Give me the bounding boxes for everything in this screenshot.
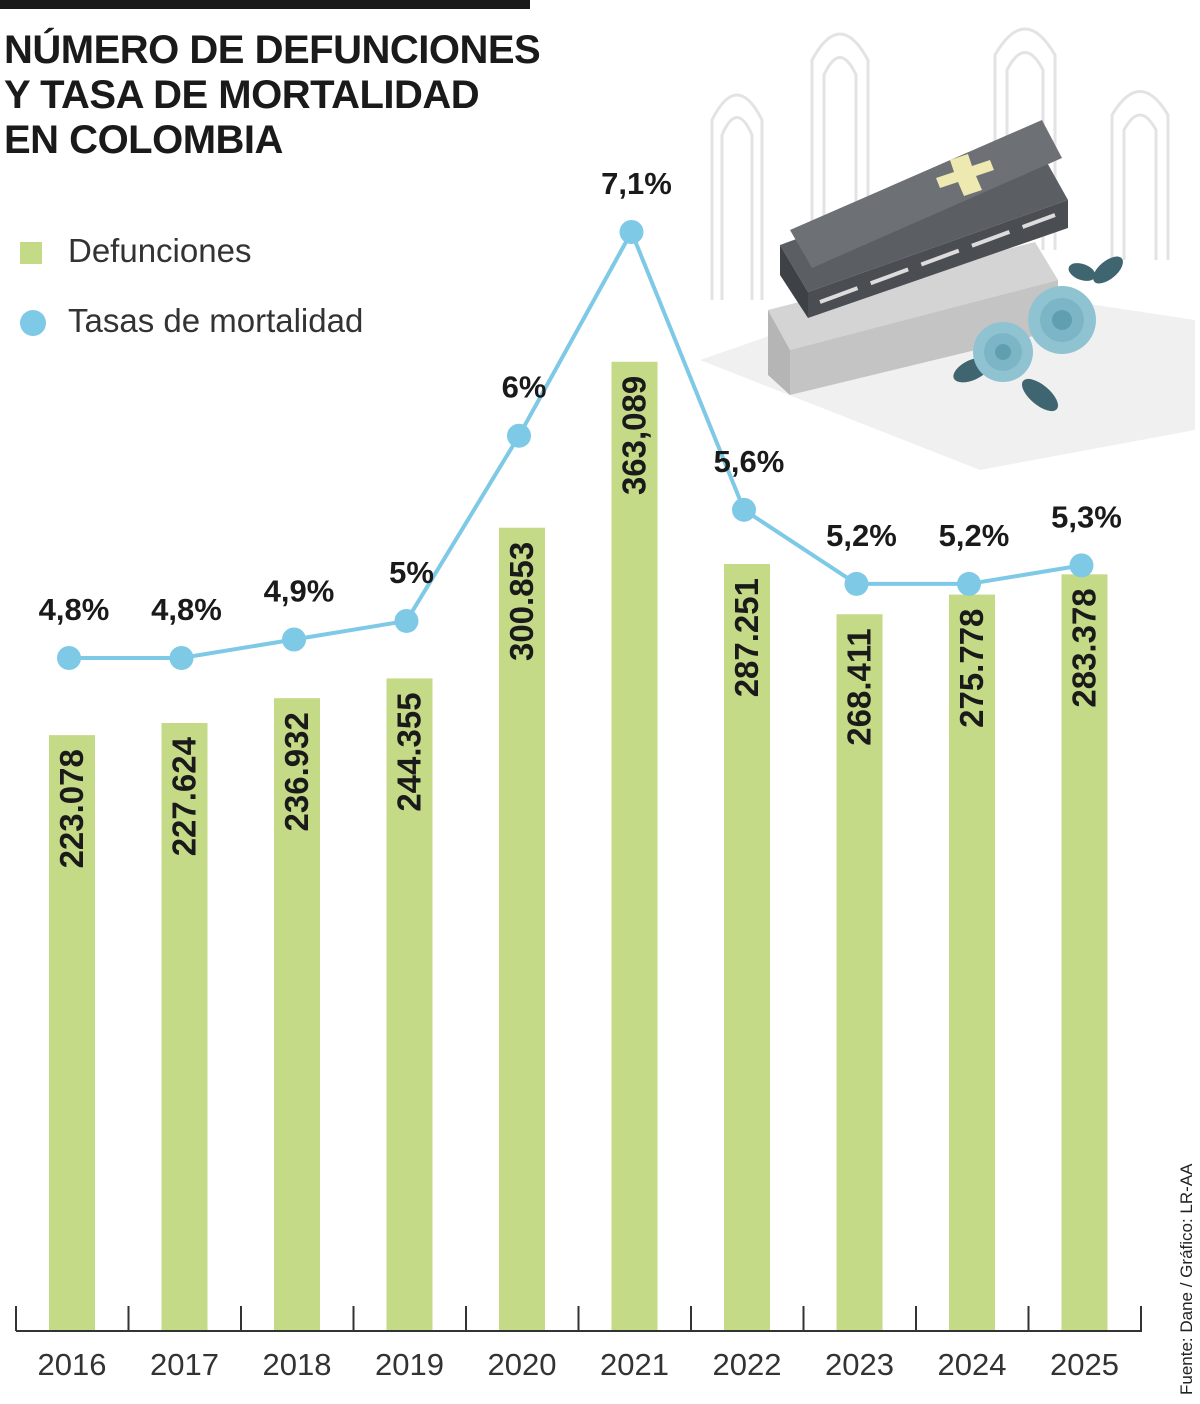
rate-label-2024: 5,2% [939, 518, 1010, 553]
rate-label-2025: 5,3% [1051, 499, 1122, 534]
bar-value-label-2022: 287.251 [728, 578, 765, 697]
bar-2019 [386, 678, 433, 1330]
rate-point-2018 [282, 627, 306, 652]
x-tick-label-2017: 2017 [150, 1347, 219, 1382]
gothic-windows [710, 27, 1170, 300]
rate-label-2020: 6% [502, 370, 547, 405]
rate-point-2017 [169, 646, 194, 670]
x-tick-label-2019: 2019 [375, 1347, 444, 1382]
bar-2025 [1061, 574, 1108, 1330]
top-rule [0, 0, 530, 9]
x-tick-label-2018: 2018 [263, 1347, 332, 1382]
rate-point-2025 [1069, 553, 1094, 578]
bar-2020 [499, 527, 545, 1330]
bar-value-label-2016: 223.078 [53, 749, 90, 868]
bar-2021 [611, 361, 658, 1330]
legend-label-tasas: Tasas de mortalidad [68, 302, 364, 339]
coffin [768, 120, 1068, 395]
rate-label-2016: 4,8% [39, 592, 110, 627]
coffin-with-roses-illustration [700, 27, 1195, 470]
bar-2017 [161, 723, 208, 1330]
rate-point-2022 [732, 497, 756, 522]
rate-point-2024 [957, 571, 981, 596]
source-note: Fuente: Dane / Gráfico: LR-AA [1177, 1163, 1196, 1396]
bar-2022 [724, 563, 770, 1330]
rate-label-2019: 5% [389, 555, 434, 590]
x-tick-label-2020: 2020 [488, 1347, 557, 1382]
x-tick-label-2025: 2025 [1050, 1347, 1119, 1382]
mortality-rate-line [69, 227, 1082, 660]
title-line-3: EN COLOMBIA [4, 118, 283, 162]
rate-point-2019 [394, 608, 419, 633]
bar-value-label-2017: 227.624 [166, 736, 203, 856]
legend-swatch-bar [20, 242, 42, 264]
rate-label-2018: 4,9% [264, 573, 335, 608]
legend-swatch-line [20, 310, 46, 336]
legend-label-defunciones: Defunciones [68, 232, 252, 269]
bar-value-label-2025: 283.378 [1066, 588, 1103, 707]
rate-label-2022: 5,6% [714, 444, 785, 479]
bar-2023 [836, 614, 883, 1330]
cross-icon [936, 154, 994, 196]
bar-value-label-2019: 244.355 [391, 692, 428, 811]
title-line-1: NÚMERO DE DEFUNCIONES [4, 28, 541, 72]
bar-2016 [49, 735, 95, 1330]
x-tick-label-2023: 2023 [825, 1347, 894, 1382]
blue-roses [953, 256, 1123, 412]
chart-title: NÚMERO DE DEFUNCIONES Y TASA DE MORTALID… [4, 28, 564, 163]
bar-value-label-2023: 268.411 [841, 628, 878, 745]
bar-2024 [949, 594, 995, 1330]
rate-point-2023 [844, 571, 869, 596]
rate-point-2021 [619, 220, 644, 244]
bar-value-label-2021: 363,089 [616, 376, 653, 495]
rate-point-2020 [507, 423, 531, 448]
bar-value-label-2018: 236.932 [278, 712, 315, 831]
rate-label-2021: 7,1% [601, 166, 672, 201]
x-tick-label-2016: 2016 [38, 1347, 107, 1382]
rate-label-2017: 4,8% [151, 592, 222, 627]
bar-value-label-2024: 275.778 [953, 609, 990, 728]
rate-point-2016 [57, 646, 81, 670]
x-tick-label-2022: 2022 [713, 1347, 782, 1382]
bar-value-label-2020: 300.853 [503, 542, 540, 661]
rate-label-2023: 5,2% [826, 518, 897, 553]
x-tick-label-2024: 2024 [938, 1347, 1007, 1382]
bar-2018 [274, 698, 320, 1330]
title-line-2: Y TASA DE MORTALIDAD [4, 73, 480, 117]
x-tick-label-2021: 2021 [600, 1347, 669, 1382]
